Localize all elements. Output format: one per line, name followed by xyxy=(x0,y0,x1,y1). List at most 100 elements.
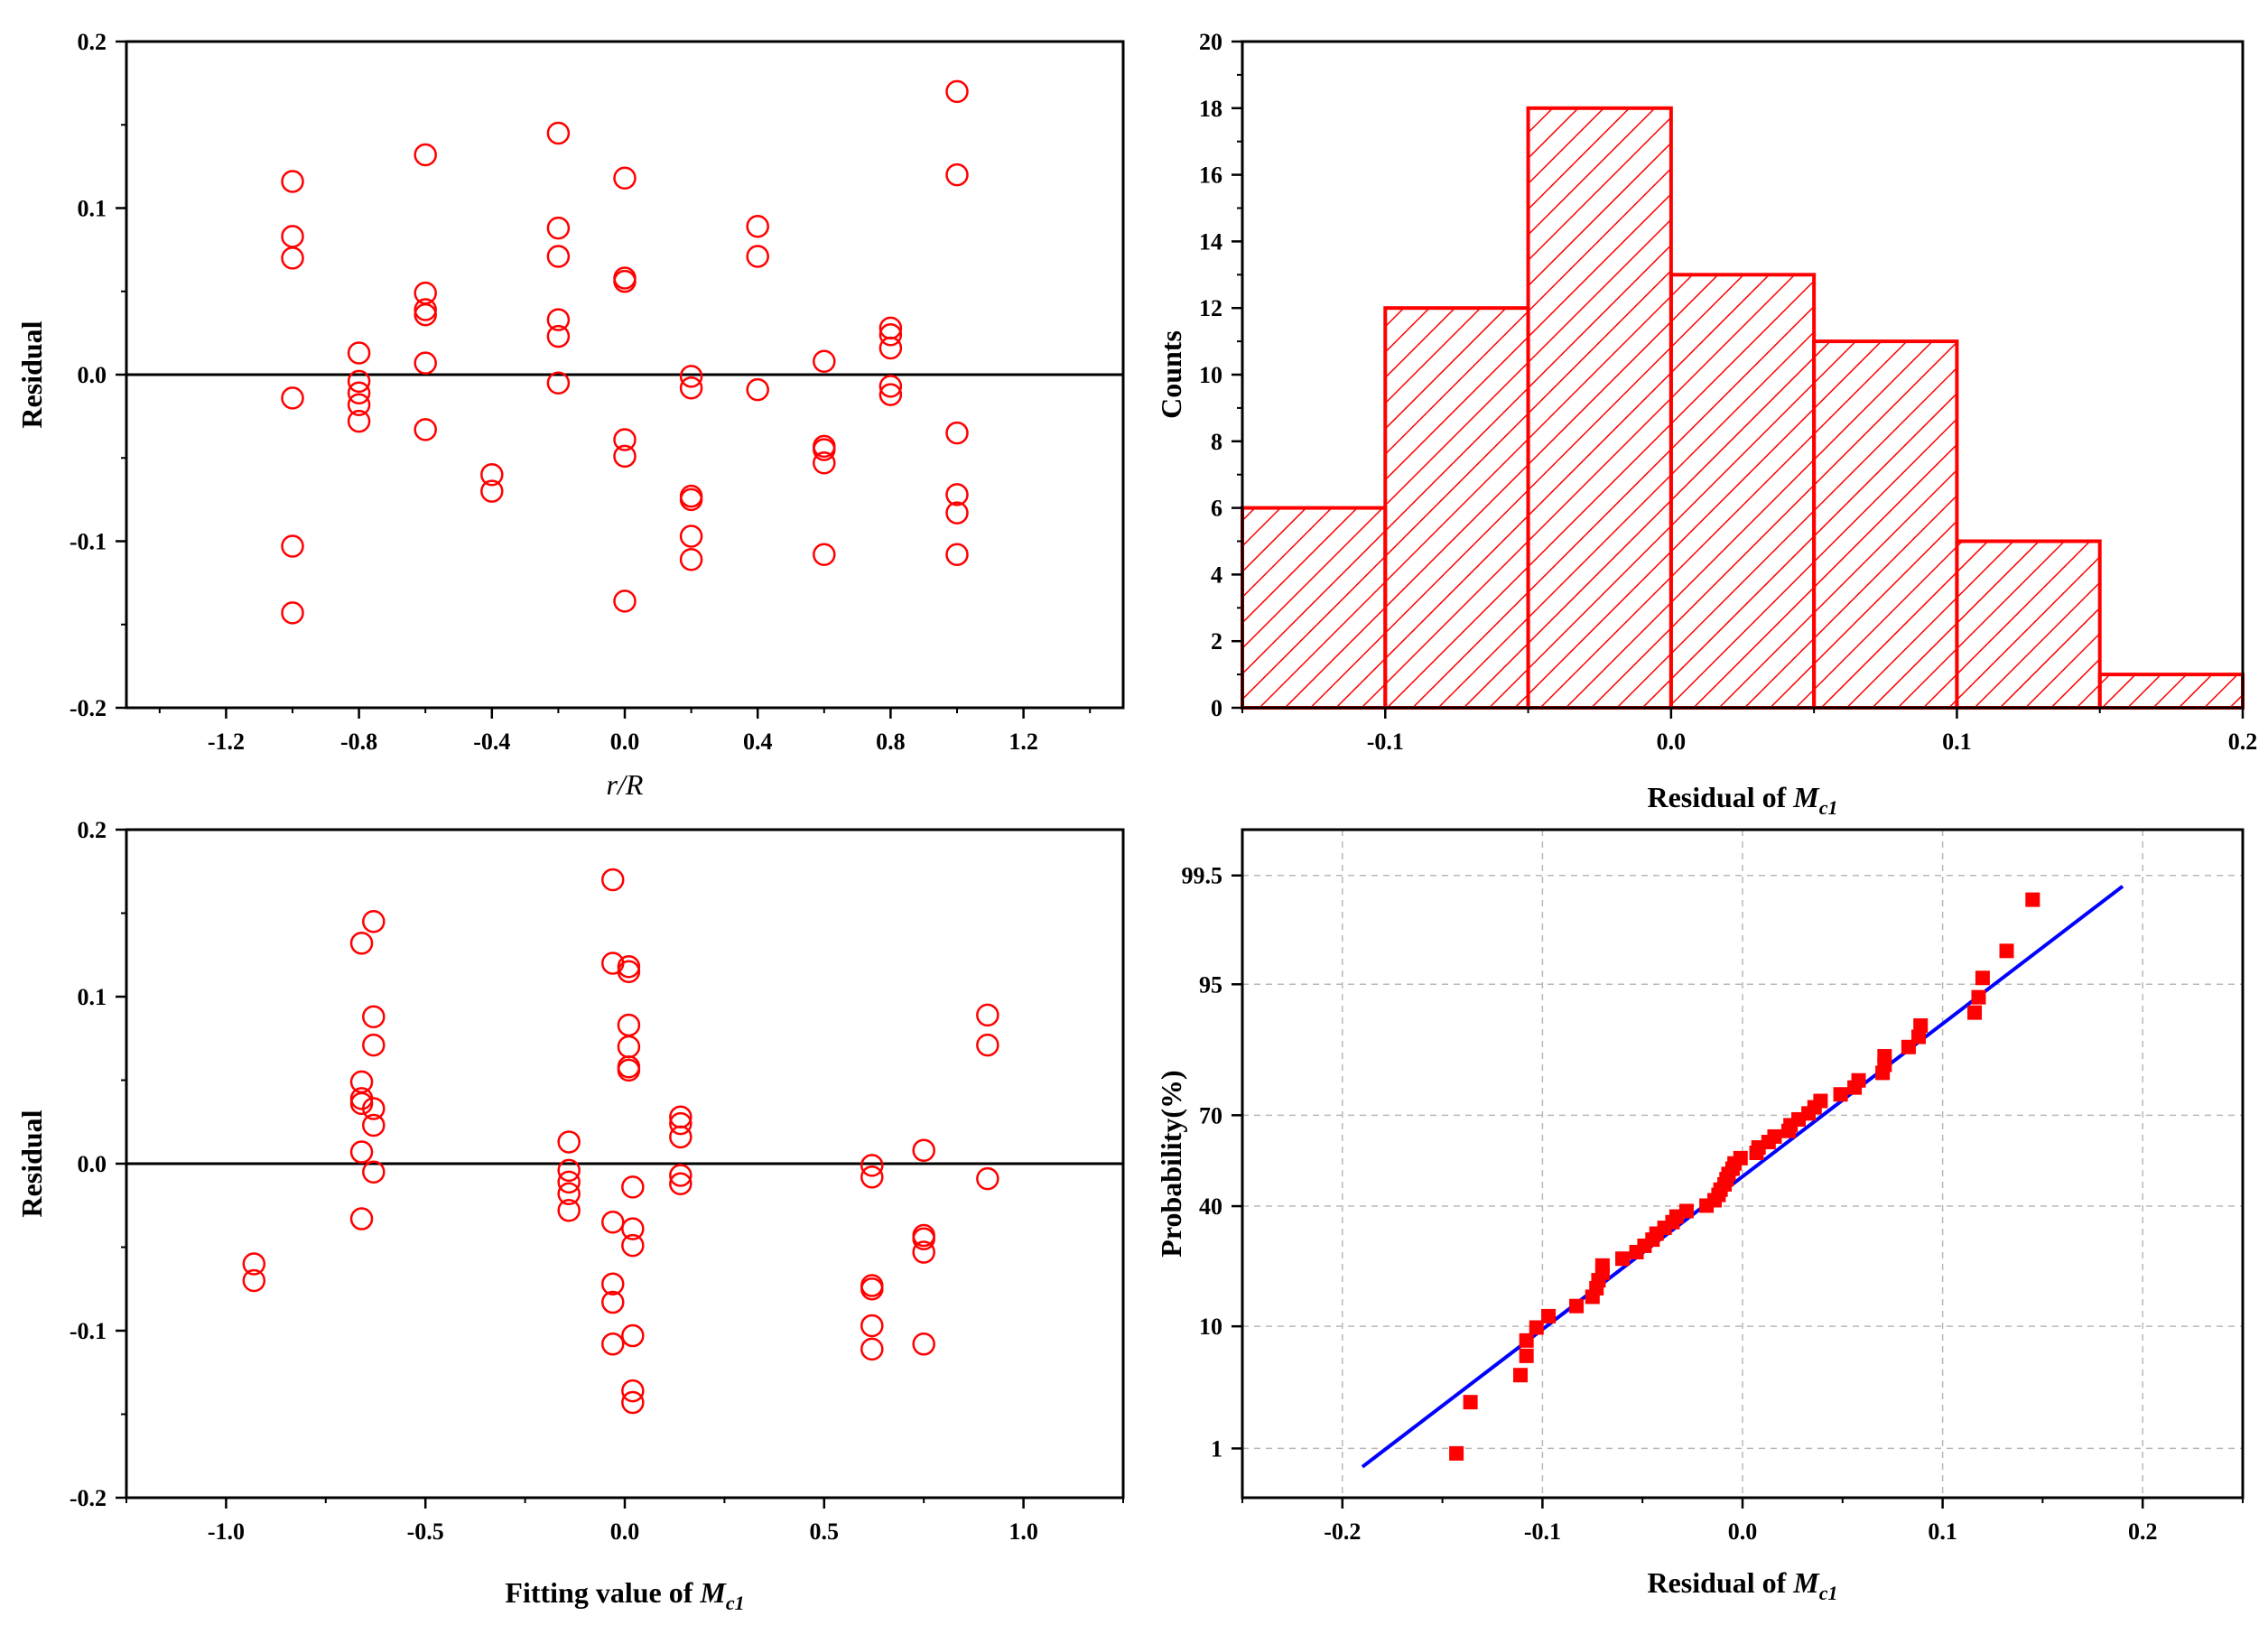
x-tick-label: 0.0 xyxy=(610,1518,640,1545)
data-point xyxy=(242,1268,266,1293)
data-point xyxy=(878,375,903,398)
data-point xyxy=(557,1158,581,1183)
data-point xyxy=(813,543,836,567)
data-point xyxy=(362,1160,386,1184)
data-point xyxy=(281,601,304,625)
x-tick-label: -1.2 xyxy=(208,729,245,755)
x-axis-title: Fitting value of Mc1 xyxy=(505,1576,744,1614)
data-point xyxy=(621,1379,645,1403)
data-point xyxy=(746,215,769,238)
data-point xyxy=(1541,1308,1557,1323)
data-point xyxy=(1733,1150,1748,1165)
axis-title-prefix: Fitting value of xyxy=(505,1576,700,1609)
data-point xyxy=(860,1337,884,1361)
data-point xyxy=(557,1199,581,1222)
data-point xyxy=(1767,1128,1782,1144)
y-tick-label: 0.2 xyxy=(78,29,107,55)
data-point xyxy=(546,308,571,331)
y-tick-label: 6 xyxy=(1211,496,1222,522)
data-point xyxy=(912,1227,935,1250)
data-point xyxy=(362,1005,386,1028)
data-point xyxy=(1594,1258,1610,1273)
data-point xyxy=(362,1097,386,1120)
y-tick-label: 4 xyxy=(1211,562,1222,588)
data-point xyxy=(347,409,371,433)
data-point xyxy=(613,269,637,293)
data-point xyxy=(1513,1368,1529,1383)
data-point xyxy=(679,365,703,388)
data-point xyxy=(945,162,969,187)
histogram-bar xyxy=(2097,673,2245,710)
data-point xyxy=(601,1290,625,1314)
data-point xyxy=(1911,1029,1927,1045)
data-point xyxy=(621,1233,645,1258)
histogram-bar xyxy=(1526,106,1673,710)
data-point xyxy=(878,336,903,360)
y-tick-label: 2 xyxy=(1211,628,1222,655)
data-point xyxy=(1877,1049,1892,1064)
data-point xyxy=(860,1314,884,1338)
x-tick-label: -0.2 xyxy=(1324,1518,1361,1545)
histogram-bar xyxy=(1241,506,1388,710)
data-point xyxy=(1833,1087,1848,1102)
normal-probability-panel: -0.2 -0.1 0.0 0.1 0.2 1 10 40 70 95 99.5 Probabilit… xyxy=(1155,828,2245,1604)
data-point xyxy=(281,225,304,248)
data-point xyxy=(281,246,304,270)
x-tick-label: 0.8 xyxy=(876,729,906,755)
data-point xyxy=(414,302,437,327)
y-tick-label: 8 xyxy=(1211,429,1222,455)
data-point xyxy=(679,488,703,512)
data-point xyxy=(1569,1298,1585,1314)
x-tick-label: 1.2 xyxy=(1009,729,1038,755)
data-point xyxy=(1678,1203,1694,1219)
data-point xyxy=(945,543,969,567)
data-point xyxy=(945,421,969,445)
x-tick-label: -0.1 xyxy=(1524,1518,1561,1545)
data-point xyxy=(601,1272,625,1295)
residual-vs-fitted-panel: -1.0 -0.5 0.0 0.5 1.0 -0.2 -0.1 0.0 0.1 0.2 Residu… xyxy=(15,817,1125,1614)
data-point xyxy=(621,1323,645,1348)
data-point xyxy=(976,1033,999,1057)
data-point xyxy=(480,462,504,487)
data-point xyxy=(480,479,504,503)
x-tick-label: 0.0 xyxy=(1657,729,1687,755)
data-point xyxy=(362,1113,386,1138)
y-tick-label: 1 xyxy=(1211,1435,1222,1462)
data-point xyxy=(669,1164,692,1187)
axis-title-prefix: Residual of xyxy=(1647,1566,1793,1599)
data-point xyxy=(362,1033,386,1057)
histogram-bar xyxy=(1812,339,1959,710)
x-tick-label: -0.4 xyxy=(473,729,510,755)
axis-title-prefix: Residual of xyxy=(1647,781,1793,813)
axis-title-subscript: c1 xyxy=(1819,1582,1838,1604)
data-point xyxy=(878,383,903,406)
x-tick-label: -0.5 xyxy=(407,1518,444,1545)
y-tick-label: 0.1 xyxy=(78,984,107,1010)
data-point xyxy=(617,1058,641,1082)
data-point xyxy=(2025,892,2040,907)
data-point xyxy=(281,170,304,193)
data-point xyxy=(414,351,437,375)
data-point xyxy=(347,341,371,365)
y-tick-label: 99.5 xyxy=(1182,863,1223,889)
data-point xyxy=(860,1165,884,1189)
x-tick-label: 0.0 xyxy=(610,729,640,755)
data-point xyxy=(557,1182,581,1206)
data-point xyxy=(1975,970,1990,986)
y-tick-label: 95 xyxy=(1199,971,1222,998)
y-tick-label: -0.1 xyxy=(70,529,107,555)
data-point xyxy=(1529,1320,1544,1335)
y-tick-label: 0.2 xyxy=(78,817,107,843)
residual-vs-position-panel: -1.2 -0.8 -0.4 0.0 0.4 0.8 1.2 -0.2 -0.1 0.0 0.1 0.… xyxy=(15,29,1125,801)
data-point xyxy=(613,428,637,451)
data-point xyxy=(546,245,571,268)
data-point xyxy=(621,1175,645,1199)
y-axis-title: Probability(%) xyxy=(1155,1070,1187,1257)
data-point xyxy=(617,1035,641,1059)
data-point xyxy=(242,1252,266,1276)
data-point xyxy=(349,932,374,955)
data-point xyxy=(349,1140,374,1164)
data-point xyxy=(414,298,437,321)
data-point xyxy=(621,1217,645,1240)
normal-fit-line xyxy=(1361,885,2124,1469)
